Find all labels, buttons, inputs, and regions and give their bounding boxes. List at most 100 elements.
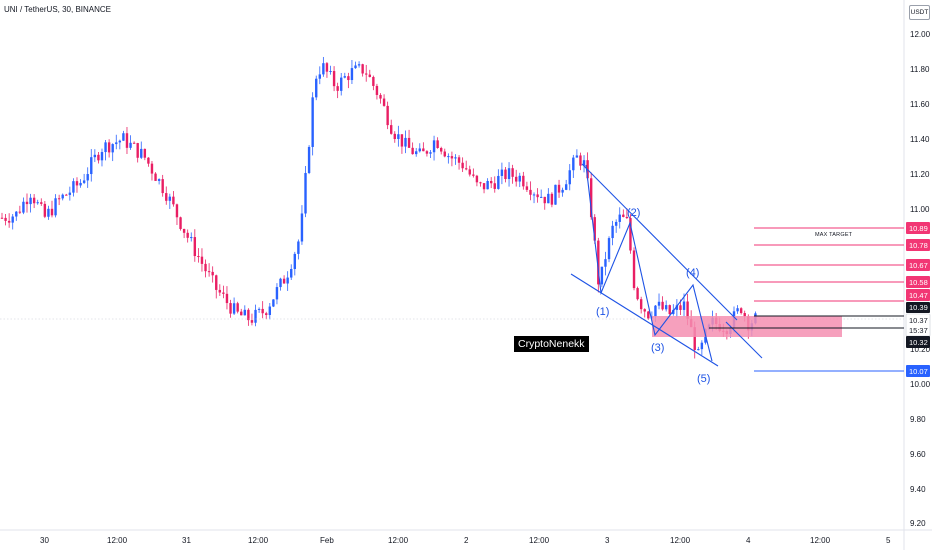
candle-body: [111, 144, 114, 153]
x-tick-label: Feb: [320, 536, 334, 545]
x-tick-label: 12:00: [248, 536, 269, 545]
candle-body: [129, 142, 132, 148]
candle-body: [97, 154, 100, 161]
y-tick-label: 11.40: [910, 135, 930, 144]
candle-body: [461, 162, 464, 169]
candle-body: [297, 241, 300, 254]
candle-body: [165, 193, 168, 201]
y-tick-label: 11.60: [910, 100, 930, 109]
symbol-title[interactable]: UNI / TetherUS, 30, BINANCE: [4, 5, 111, 14]
candle-body: [29, 197, 32, 205]
candle-body: [407, 137, 411, 148]
candle-body: [372, 76, 375, 86]
candle-body: [157, 179, 161, 181]
candle-body: [25, 201, 29, 205]
candle-body: [336, 86, 339, 91]
wedge-lower-line: [570, 273, 719, 367]
candle-body: [415, 151, 418, 155]
candle-body: [311, 97, 314, 147]
candle-body: [225, 293, 229, 304]
candle-body: [43, 203, 47, 217]
x-tick-label: 12:00: [529, 536, 550, 545]
candle-body: [739, 308, 743, 314]
candle-body: [61, 194, 64, 199]
candle-body: [300, 213, 304, 242]
candle-body: [90, 157, 93, 175]
x-tick-label: 5: [886, 536, 891, 545]
candle-body: [15, 211, 18, 217]
candle-body: [211, 271, 214, 276]
candle-body: [79, 182, 82, 186]
price-badges: 10.89 10.78 10.67 10.58 10.47 10.39 10.3…: [905, 222, 931, 377]
candle-body: [4, 217, 7, 221]
candle-body: [539, 196, 543, 198]
max-target-label: MAX TARGET: [815, 232, 853, 238]
badge-10-39: 10.39: [909, 303, 928, 312]
candle-body: [132, 142, 136, 144]
price-axis[interactable]: 12.00 11.80 11.60 11.40 11.20 11.00 10.2…: [910, 30, 931, 528]
candle-body: [286, 277, 289, 284]
candle-body: [639, 299, 643, 310]
candle-body: [568, 170, 571, 185]
badge-10-89: 10.89: [909, 224, 928, 233]
x-tick-label: 12:00: [107, 536, 128, 545]
candle-body: [65, 194, 68, 196]
candle-body: [204, 263, 207, 272]
candle-body: [147, 157, 150, 164]
candle-body: [315, 78, 318, 98]
candle-body: [500, 169, 504, 176]
candle-body: [250, 320, 254, 323]
candle-body: [697, 349, 700, 351]
y-tick-label: 9.20: [910, 519, 926, 528]
time-axis[interactable]: 30 12:00 31 12:00 Feb 12:00 2 12:00 3 12…: [40, 536, 891, 545]
candle-body: [290, 268, 293, 278]
candle-body: [36, 202, 39, 204]
candle-body: [150, 163, 154, 174]
x-tick-label: 3: [605, 536, 610, 545]
candle-body: [543, 196, 546, 204]
candle-body: [397, 134, 400, 140]
candle-body: [247, 309, 250, 321]
candle-body: [57, 198, 61, 200]
candle-body: [222, 292, 225, 294]
candle-body: [672, 309, 675, 315]
candle-body: [72, 181, 75, 193]
wave-label-5: (5): [697, 373, 710, 385]
wave-labels: (1) (2) (3) (4) (5): [596, 207, 710, 385]
candle-body: [614, 221, 618, 226]
candle-body: [411, 147, 414, 155]
candle-body: [22, 201, 25, 213]
candle-body: [365, 73, 368, 75]
plot-area[interactable]: [0, 0, 904, 530]
candle-body: [557, 184, 561, 193]
badge-current-price: 10.37: [909, 316, 928, 325]
currency-button[interactable]: USDT: [909, 5, 930, 20]
candle-body: [86, 174, 89, 181]
candle-body: [240, 311, 243, 316]
y-tick-label: 9.60: [910, 450, 926, 459]
candle-body: [100, 152, 104, 161]
candle-body: [236, 303, 239, 312]
candle-body: [454, 157, 457, 159]
candle-body: [393, 133, 396, 140]
candle-body: [140, 148, 143, 158]
candle-body: [350, 68, 354, 81]
candle-body: [561, 189, 564, 193]
candle-body: [275, 287, 279, 300]
wave-label-4: (4): [686, 267, 699, 279]
candle-body: [232, 303, 236, 314]
candle-body: [268, 306, 272, 315]
candle-body: [200, 256, 204, 264]
candle-body: [450, 156, 454, 159]
candle-body: [447, 156, 450, 158]
candle-body: [82, 180, 86, 183]
support-zone: [652, 316, 842, 337]
candle-body: [489, 180, 493, 184]
candle-body: [18, 211, 22, 213]
candle-body: [265, 313, 268, 315]
candle-body: [93, 154, 97, 158]
candle-body: [429, 152, 432, 154]
candle-body: [664, 305, 668, 310]
y-tick-label: 11.00: [910, 205, 930, 214]
